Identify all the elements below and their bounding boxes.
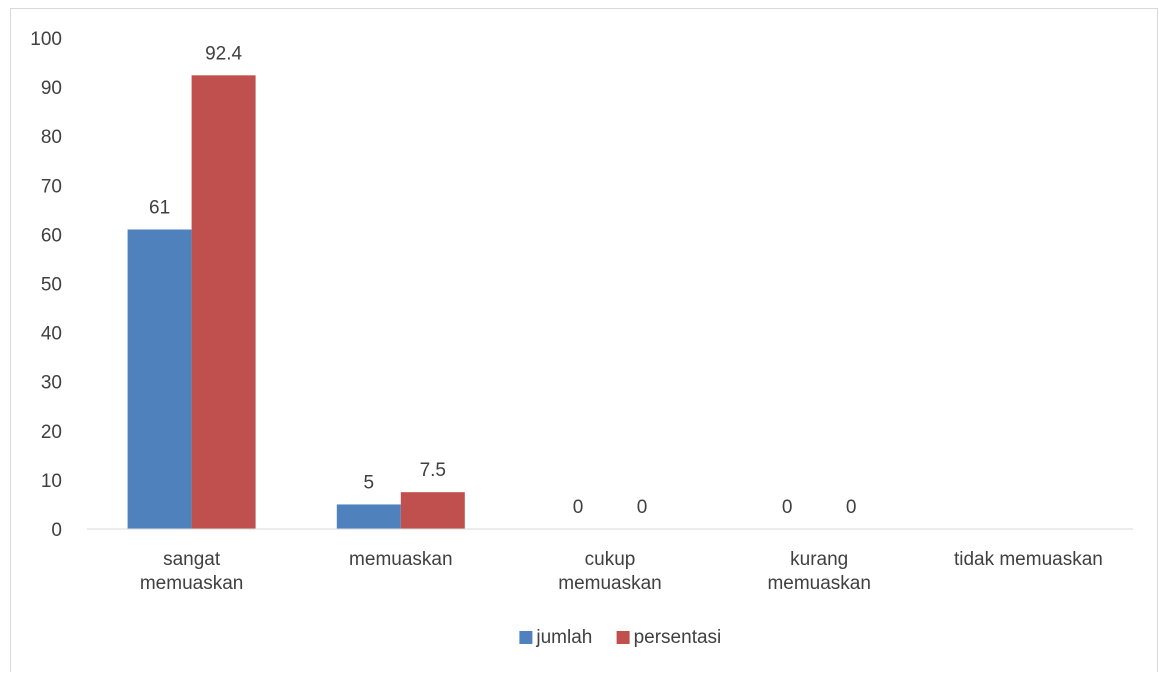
chart-frame bbox=[10, 8, 1158, 672]
legend-label-persentasi: persentasi bbox=[634, 627, 722, 648]
data-label-jumlah-3: 0 bbox=[782, 497, 793, 518]
data-label-persentasi-2: 0 bbox=[637, 497, 648, 518]
data-label-jumlah-0: 61 bbox=[149, 197, 170, 218]
data-label-jumlah-2: 0 bbox=[573, 497, 584, 518]
y-tick-label: 0 bbox=[51, 520, 62, 541]
y-tick-label: 20 bbox=[41, 422, 62, 443]
x-axis: sangat memuaskan memuaskan cukup memuaskan ku… bbox=[87, 528, 1133, 594]
y-tick-label: 90 bbox=[41, 78, 62, 99]
bar-persentasi-1 bbox=[400, 492, 465, 529]
x-category-label: cukup memuaskan bbox=[558, 549, 662, 594]
x-category-label: memuaskan bbox=[349, 549, 453, 570]
y-tick-label: 100 bbox=[30, 29, 62, 50]
y-tick-label: 10 bbox=[41, 471, 62, 492]
data-label-persentasi-3: 0 bbox=[846, 497, 857, 518]
data-labels: 61 5 0 0 92.4 7.5 0 0 bbox=[149, 43, 856, 518]
legend-label-jumlah: jumlah bbox=[535, 627, 592, 648]
bar-jumlah-0 bbox=[127, 229, 192, 530]
legend-swatch-jumlah bbox=[519, 631, 533, 644]
bars bbox=[127, 75, 465, 530]
data-label-persentasi-0: 92.4 bbox=[205, 43, 242, 64]
bar-persentasi-0 bbox=[191, 75, 256, 529]
y-tick-label: 40 bbox=[41, 324, 62, 345]
legend-swatch-persentasi bbox=[616, 631, 630, 644]
x-category-label: tidak memuaskan bbox=[954, 549, 1103, 570]
y-tick-label: 80 bbox=[41, 127, 62, 148]
y-tick-label: 30 bbox=[41, 373, 62, 394]
legend: jumlah persentasi bbox=[519, 627, 721, 648]
y-tick-label: 60 bbox=[41, 225, 62, 246]
y-tick-label: 70 bbox=[41, 176, 62, 197]
data-label-persentasi-1: 7.5 bbox=[420, 460, 446, 481]
y-tick-label: 50 bbox=[41, 275, 62, 296]
x-category-label: sangat memuaskan bbox=[140, 549, 244, 594]
y-axis: 0 10 20 30 40 50 60 70 80 90 100 bbox=[30, 29, 62, 541]
data-label-jumlah-1: 5 bbox=[364, 472, 375, 493]
bar-jumlah-1 bbox=[336, 504, 401, 529]
x-category-label: kurang memuaskan bbox=[767, 549, 871, 594]
